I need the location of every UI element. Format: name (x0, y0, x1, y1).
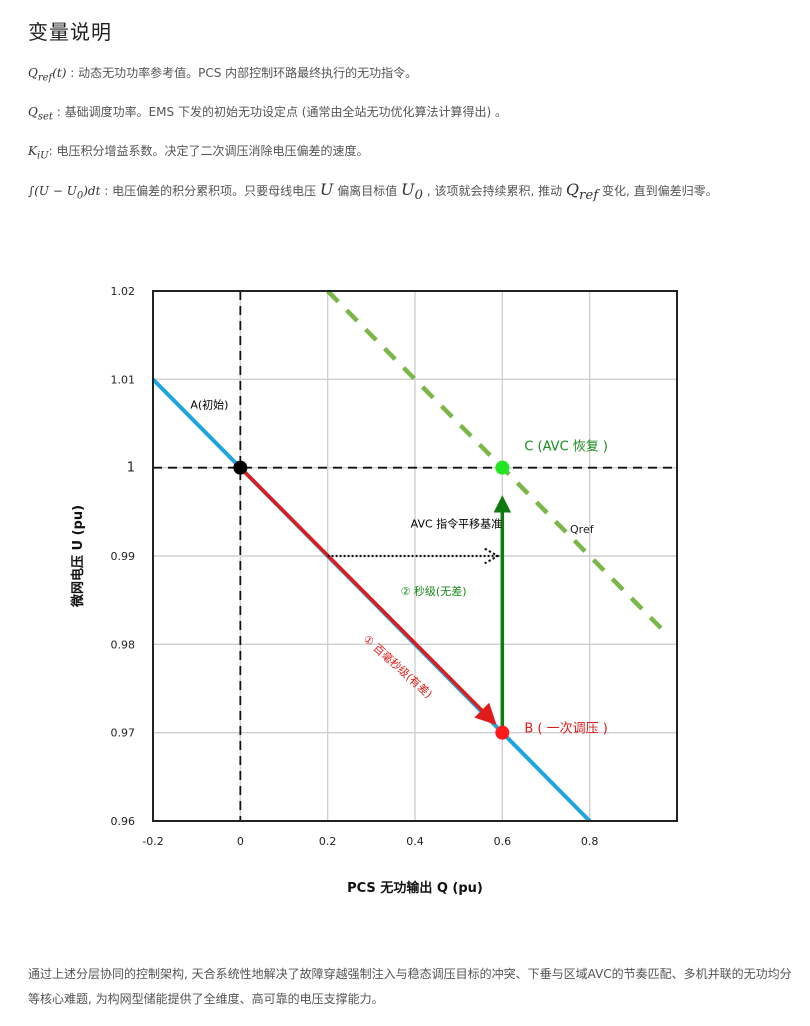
chart-svg: -0.2 0 0.2 0.4 0.6 0.8 0.96 0.97 0.98 0.99 1 1.01 1.… (70, 285, 678, 896)
definition-integral: ∫(U − U0)dt : 电压偏差的积分累积项。只要母线电压 U 偏离目标值 … (28, 180, 718, 203)
y-tick-label: 1.02 (111, 285, 136, 298)
x-axis-title: PCS 无功输出 Q (pu) (347, 880, 483, 896)
y-tick-label: 0.96 (111, 815, 136, 828)
point-c (495, 460, 510, 475)
definition-separator: : (48, 144, 57, 158)
symbol-u: U (319, 180, 334, 199)
x-tick-label: 0.8 (581, 835, 599, 848)
symbol-kiu: KiU (28, 144, 49, 162)
definition-text: 变化, 直到偏差归零。 (598, 184, 718, 198)
symbol-integral: ∫(U − U0)dt (28, 184, 101, 202)
x-tick-label: 0.2 (319, 835, 337, 848)
section-heading: 变量说明 (28, 20, 112, 44)
definition-qset: Qset : 基础调度功率。EMS 下发的初始无功设定点 (通常由全站无功优化算… (28, 103, 507, 122)
definition-separator: : (100, 184, 113, 198)
symbol-qset: Qset (28, 105, 53, 123)
x-tick-label: -0.2 (142, 835, 163, 848)
y-tick-label: 1.01 (111, 373, 136, 386)
x-tick-label: 0 (237, 835, 244, 848)
x-tick-label: 0.6 (494, 835, 512, 848)
definition-kiu: KiU: 电压积分增益系数。决定了二次调压消除电压偏差的速度。 (28, 142, 368, 161)
definition-text: 动态无功功率参考值。PCS 内部控制环路最终执行的无功指令。 (78, 66, 418, 80)
annotations: A(初始) B ( 一次调压 ) C (AVC 恢复 ) ① 百毫秒级(有差) ② 秒级… (190, 398, 608, 737)
symbol-qref-t: Qref(t) (28, 66, 67, 84)
definition-separator: : (52, 105, 65, 119)
qu-droop-chart: -0.2 0 0.2 0.4 0.6 0.8 0.96 0.97 0.98 0.99 1 1.01 1.… (0, 270, 810, 910)
y-axis-title: 微网电压 U (pu) (70, 505, 86, 608)
definition-separator: : (66, 66, 79, 80)
plot-frame (152, 290, 678, 822)
point-b (495, 725, 510, 740)
tick-labels: -0.2 0 0.2 0.4 0.6 0.8 0.96 0.97 0.98 0.99 1 1.01 1.… (70, 285, 598, 896)
secondary-arrow-label: ② 秒级(无差) (401, 584, 467, 598)
shift-arrow-label: AVC 指令平移基准 (411, 517, 503, 531)
definition-text: 基础调度功率。EMS 下发的初始无功设定点 (通常由全站无功优化算法计算得出) … (64, 105, 507, 119)
qref-series-label: Qref (570, 523, 595, 536)
grid-lines (152, 290, 678, 822)
definition-text: 电压偏差的积分累积项。只要母线电压 (112, 184, 320, 198)
summary-paragraph: 通过上述分层协同的控制架构, 天合系统性地解决了故障穿越强制注入与稳态调压目标的… (28, 967, 792, 1006)
points (233, 460, 510, 740)
y-tick-label: 0.99 (111, 550, 136, 563)
arrows (239, 466, 502, 733)
x-tick-label: 0.4 (406, 835, 424, 848)
definition-text: 偏离目标值 (333, 184, 402, 198)
point-c-label: C (AVC 恢复 ) (524, 440, 608, 455)
definition-text: , 该项就会持续累积, 推动 (423, 184, 566, 198)
symbol-qref: Qref (565, 180, 599, 204)
y-tick-label: 1 (127, 461, 135, 476)
arrow-primary (239, 466, 497, 726)
definition-text: 电压积分增益系数。决定了二次调压消除电压偏差的速度。 (56, 144, 369, 158)
point-a (233, 460, 248, 475)
primary-arrow-label: ① 百毫秒级(有差) (361, 632, 436, 701)
y-tick-label: 0.98 (111, 638, 136, 651)
reference-lines (153, 291, 677, 821)
y-tick-label: 0.97 (111, 727, 136, 740)
point-a-label: A(初始) (190, 398, 228, 412)
definition-qref: Qref(t) : 动态无功功率参考值。PCS 内部控制环路最终执行的无功指令。 (28, 64, 417, 83)
point-b-label: B ( 一次调压 ) (524, 721, 607, 737)
symbol-u0: U0 (401, 180, 423, 204)
